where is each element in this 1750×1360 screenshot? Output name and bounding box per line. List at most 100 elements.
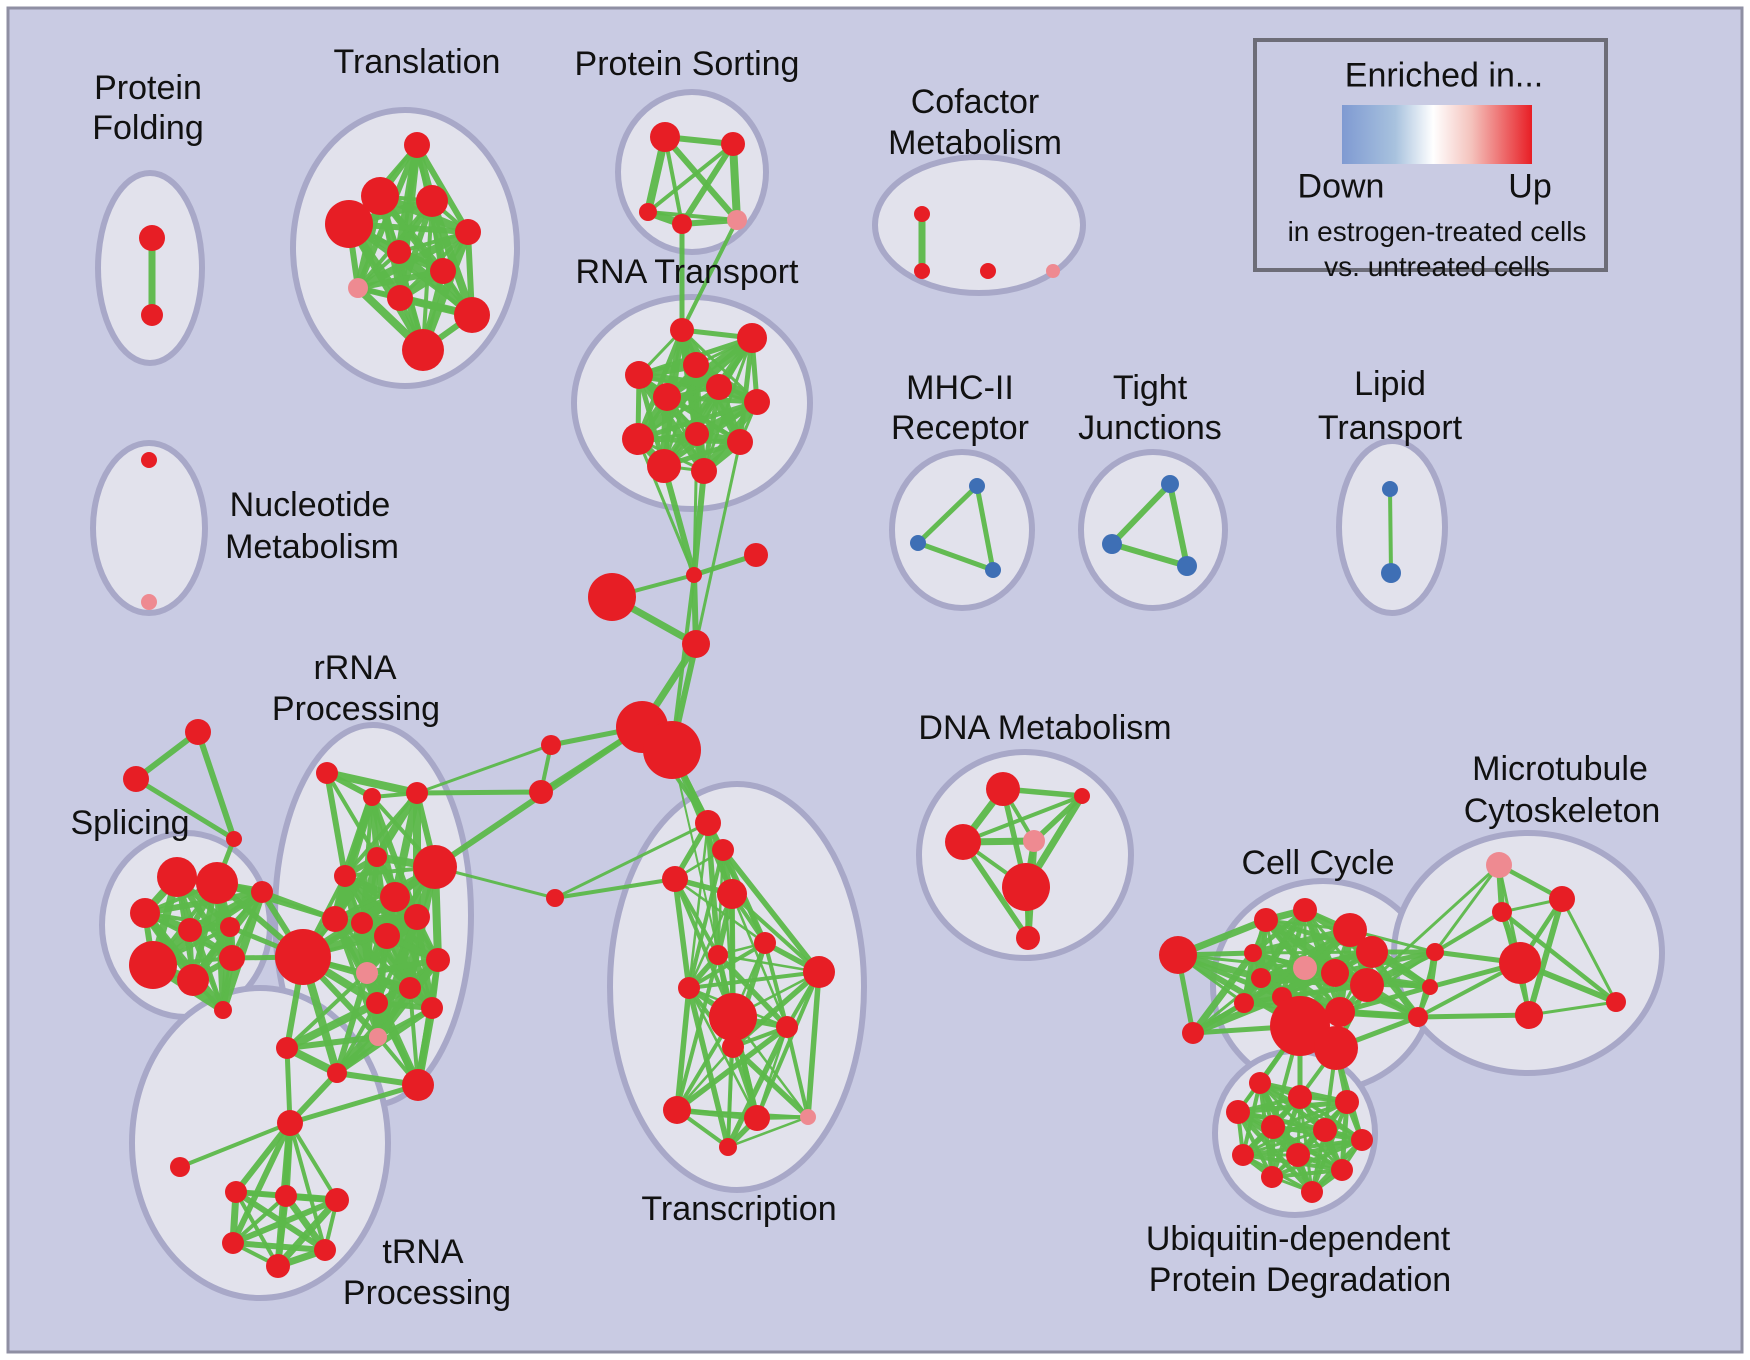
network-node <box>348 278 368 298</box>
network-edge <box>679 141 736 227</box>
network-edge <box>334 970 370 1076</box>
network-edge <box>662 134 740 223</box>
network-node <box>744 543 768 567</box>
network-edge <box>726 1045 735 1149</box>
network-edge <box>1433 910 1504 954</box>
network-node <box>672 214 692 234</box>
network-edge <box>687 848 725 990</box>
network-node <box>413 845 457 889</box>
network-node <box>356 962 378 984</box>
network-node <box>1314 1026 1358 1070</box>
network-node <box>1249 1072 1271 1094</box>
network-node <box>1234 993 1254 1013</box>
network-edge <box>680 218 739 332</box>
network-edge <box>1109 481 1173 547</box>
cluster-label-cofactor-metabolism: Metabolism <box>888 124 1062 162</box>
legend-down-label: Down <box>1297 167 1385 206</box>
network-node <box>639 203 657 221</box>
network-node <box>708 945 728 965</box>
network-node <box>277 1110 303 1136</box>
network-node <box>969 478 985 494</box>
network-node <box>129 941 177 989</box>
network-edge <box>674 985 692 1113</box>
network-node <box>914 263 930 279</box>
network-node <box>177 964 209 996</box>
network-node <box>139 225 165 251</box>
network-edge <box>414 789 544 796</box>
network-node <box>380 882 410 912</box>
network-edge <box>725 1024 790 1150</box>
network-edge <box>636 385 721 441</box>
network-edge <box>687 892 734 990</box>
network-node <box>404 904 430 930</box>
network-node <box>1293 956 1317 980</box>
network-node <box>647 449 681 483</box>
network-node <box>1182 1022 1204 1044</box>
network-node <box>406 782 428 804</box>
network-node <box>1426 943 1444 961</box>
network-edge <box>672 876 692 991</box>
network-node <box>214 1001 232 1019</box>
network-node <box>1492 902 1512 922</box>
network-edge <box>230 1120 293 1246</box>
network-node <box>754 932 776 954</box>
network-node <box>141 594 157 610</box>
network-node <box>157 857 197 897</box>
network-edge <box>635 327 685 442</box>
network-node <box>276 1037 298 1059</box>
network-edge <box>915 483 980 546</box>
network-node <box>685 422 709 446</box>
network-node <box>1232 1144 1254 1166</box>
network-edge <box>694 440 742 646</box>
network-node <box>220 917 240 937</box>
network-node <box>316 762 338 784</box>
network-edge <box>230 1197 340 1246</box>
network-node <box>1606 992 1626 1012</box>
network-node <box>1321 959 1349 987</box>
network-node <box>1270 996 1330 1056</box>
network-node <box>123 766 149 792</box>
network-node <box>141 304 163 326</box>
cluster-label-microtubule-cytoskeleton: Microtubule <box>1472 750 1648 788</box>
network-edge <box>1527 1000 1618 1017</box>
network-edge <box>414 142 471 235</box>
network-node <box>421 997 443 1019</box>
cluster-label-lipid-transport: Transport <box>1318 409 1463 447</box>
cluster-label-cell-cycle: Cell Cycle <box>1241 844 1394 882</box>
cluster-label-splicing: Splicing <box>70 804 189 842</box>
network-edge <box>178 1121 292 1169</box>
network-node <box>1515 1001 1543 1029</box>
network-edge <box>285 971 369 1050</box>
network-node <box>1499 942 1541 984</box>
network-edge <box>324 770 348 879</box>
network-edge <box>346 221 426 353</box>
network-edge <box>1338 950 1437 1014</box>
legend-subtitle-line1: in estrogen-treated cells <box>1287 216 1587 247</box>
network-edge <box>692 432 699 577</box>
network-edge <box>974 483 996 573</box>
network-node <box>404 132 430 158</box>
network-edge <box>383 932 436 1012</box>
network-node <box>1313 1118 1337 1142</box>
cluster-label-rrna-processing: Processing <box>272 690 440 728</box>
network-edge <box>686 985 731 1150</box>
network-edge <box>231 1194 288 1245</box>
cluster-label-cofactor-metabolism: Cofactor <box>911 83 1040 121</box>
network-edge <box>671 749 734 1018</box>
network-node <box>727 429 753 455</box>
network-node <box>670 318 694 342</box>
network-node <box>185 719 211 745</box>
network-edge <box>230 1240 328 1253</box>
network-node <box>691 458 717 484</box>
network-node <box>1549 886 1575 912</box>
network-node <box>430 258 456 284</box>
network-node <box>945 824 981 860</box>
network-edge <box>1499 909 1619 1005</box>
legend-subtitle-line2: vs. untreated cells <box>1324 251 1550 282</box>
cluster-ellipse-tight-junctions <box>1078 449 1228 611</box>
cluster-label-translation: Translation <box>334 43 501 81</box>
network-node <box>721 132 745 156</box>
network-node <box>663 1096 691 1124</box>
cluster-label-ubiquitin-degradation: Protein Degradation <box>1149 1261 1451 1299</box>
network-node <box>222 1232 244 1254</box>
